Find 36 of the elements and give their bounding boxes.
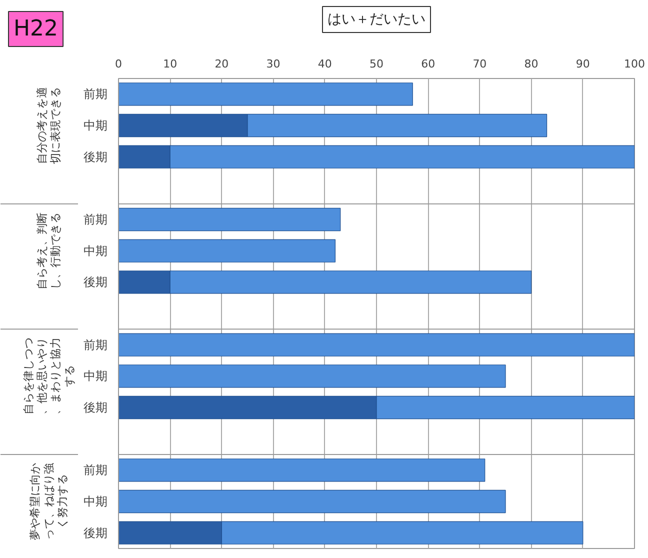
y-tick-label: 中期 <box>84 369 108 384</box>
y-tick-label: 中期 <box>84 244 108 258</box>
y-tick-label: 前期 <box>84 212 108 226</box>
text: 夢や希望に向かって、ねばり強く努力する <box>28 463 70 540</box>
bar <box>118 364 506 388</box>
y-tick-label: 後期 <box>84 275 108 290</box>
x-tick-label: 10 <box>163 58 178 70</box>
x-tick-label: 0 <box>115 58 122 70</box>
x-tick-label: 20 <box>214 58 229 70</box>
x-tick-label: 70 <box>472 58 487 70</box>
bar <box>118 208 341 232</box>
x-tick-label: 50 <box>370 58 384 70</box>
chart-title: はい＋だいたい <box>328 12 426 28</box>
x-tick-label: 90 <box>576 58 590 70</box>
text: 自ら考え、判断し、行動できる <box>36 212 62 290</box>
y-tick-label: 中期 <box>84 494 108 508</box>
bar <box>118 239 336 262</box>
x-tick-label: 100 <box>624 58 645 70</box>
bar <box>118 490 506 514</box>
y-tick-label: 後期 <box>84 150 108 164</box>
chart-subtitle: H22 <box>14 16 58 42</box>
x-tick-label: 80 <box>524 58 538 70</box>
text: 自らを律しつつ、他を思いやり、まわりと協力する <box>22 338 76 415</box>
bar <box>118 82 413 106</box>
y-tick-label: 後期 <box>84 526 108 540</box>
x-tick-label: 30 <box>266 58 280 70</box>
y-tick-label: 前期 <box>84 87 108 102</box>
text: 自分の考えを適切に表現できる <box>36 87 62 164</box>
y-tick-label: 中期 <box>84 118 108 132</box>
x-tick-label: 40 <box>318 58 332 70</box>
y-tick-label: 後期 <box>84 400 108 414</box>
bar <box>118 458 486 482</box>
y-tick-label: 前期 <box>84 338 108 352</box>
y-tick-label: 前期 <box>84 463 108 478</box>
x-tick-label: 60 <box>421 58 436 70</box>
bar <box>118 333 634 356</box>
